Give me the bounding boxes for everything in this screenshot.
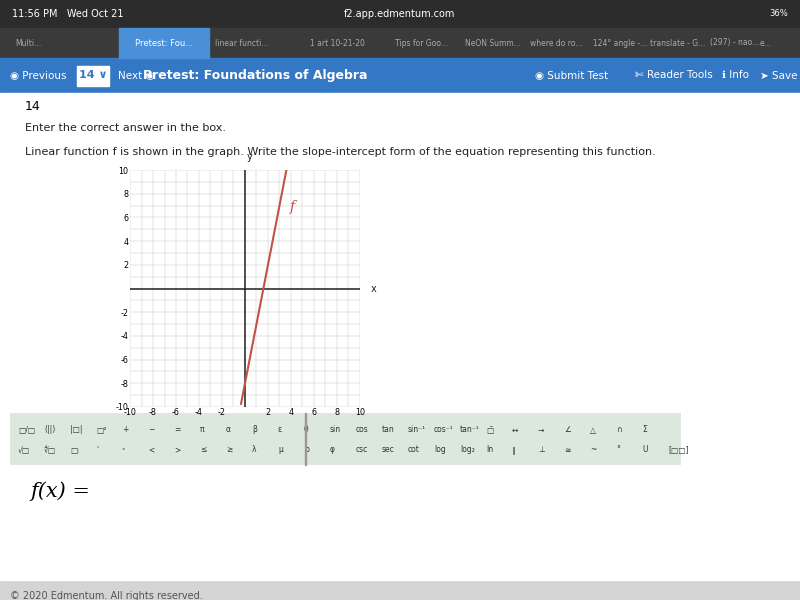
Text: °: ° — [616, 445, 620, 455]
Text: 11:56 PM   Wed Oct 21: 11:56 PM Wed Oct 21 — [12, 9, 123, 19]
Text: U: U — [642, 445, 647, 455]
Text: ◉ Submit Test: ◉ Submit Test — [535, 70, 608, 80]
Text: □̄: □̄ — [486, 425, 494, 434]
Text: sin: sin — [330, 425, 341, 434]
Text: cot: cot — [408, 445, 420, 455]
Bar — [0, 28, 800, 58]
Text: Enter the correct answer in the box.: Enter the correct answer in the box. — [25, 123, 226, 133]
Text: ≥: ≥ — [226, 445, 232, 455]
Text: ~: ~ — [590, 445, 596, 455]
Text: y: y — [246, 152, 253, 162]
Text: □²: □² — [96, 425, 106, 434]
Text: ε: ε — [278, 425, 282, 434]
Text: △: △ — [590, 425, 596, 434]
Text: ↔: ↔ — [512, 425, 518, 434]
Text: ln: ln — [486, 445, 493, 455]
Text: tan: tan — [382, 425, 394, 434]
Text: log₂: log₂ — [460, 445, 475, 455]
Text: e...: e... — [760, 38, 772, 47]
Text: □ᵢ: □ᵢ — [70, 445, 78, 455]
Bar — [0, 0, 800, 28]
Text: φ: φ — [330, 445, 335, 455]
Text: μ: μ — [278, 445, 283, 455]
Text: where do ro...: where do ro... — [530, 38, 582, 47]
Text: √□: √□ — [18, 445, 30, 455]
Text: ρ: ρ — [304, 445, 309, 455]
Text: csc: csc — [356, 445, 368, 455]
Bar — [10, 413, 680, 465]
Text: Pretest: Foundations of Algebra: Pretest: Foundations of Algebra — [142, 69, 367, 82]
Text: β: β — [252, 425, 257, 434]
Text: >: > — [174, 445, 180, 455]
Text: [□□]: [□□] — [668, 445, 689, 455]
Text: Σ: Σ — [642, 425, 647, 434]
Text: ℹ Info: ℹ Info — [722, 70, 749, 80]
Bar — [0, 93, 800, 580]
Text: 1 art 10-21-20: 1 art 10-21-20 — [310, 38, 365, 47]
Bar — [77, 65, 109, 85]
Text: linear functi...: linear functi... — [215, 38, 269, 47]
Bar — [10, 98, 790, 575]
Text: ≅: ≅ — [564, 445, 570, 455]
Text: tan⁻¹: tan⁻¹ — [460, 425, 480, 434]
Text: ˣ: ˣ — [122, 445, 126, 455]
Bar — [305, 413, 306, 465]
Text: log: log — [434, 445, 446, 455]
Text: Pretest: Fou...: Pretest: Fou... — [135, 38, 193, 47]
Text: 14: 14 — [25, 100, 41, 113]
Text: cos: cos — [356, 425, 369, 434]
Text: ∩: ∩ — [616, 425, 622, 434]
Text: x: x — [370, 283, 376, 293]
Text: +: + — [122, 425, 128, 434]
Text: ⊥: ⊥ — [538, 445, 545, 455]
Text: f(x) =: f(x) = — [30, 481, 90, 501]
Text: cos⁻¹: cos⁻¹ — [434, 425, 454, 434]
Text: ∜□: ∜□ — [44, 445, 56, 455]
Text: (297) - nao...: (297) - nao... — [710, 38, 759, 47]
Bar — [0, 58, 800, 93]
Text: ≤: ≤ — [200, 445, 206, 455]
Text: ∥: ∥ — [512, 445, 516, 455]
Text: λ: λ — [252, 445, 257, 455]
Text: sec: sec — [382, 445, 394, 455]
Text: NeON Summ...: NeON Summ... — [465, 38, 521, 47]
Text: © 2020 Edmentum. All rights reserved.: © 2020 Edmentum. All rights reserved. — [10, 591, 202, 600]
Text: π: π — [200, 425, 205, 434]
Text: →: → — [538, 425, 544, 434]
Bar — [119, 28, 209, 58]
Text: Next ◉: Next ◉ — [118, 70, 154, 80]
Text: □/□: □/□ — [18, 425, 35, 434]
Bar — [10, 465, 680, 555]
Text: <: < — [148, 445, 154, 455]
Text: translate - G...: translate - G... — [650, 38, 706, 47]
Text: ∠: ∠ — [564, 425, 571, 434]
Text: ◉ Previous: ◉ Previous — [10, 70, 66, 80]
Text: 14 ∨: 14 ∨ — [78, 70, 107, 80]
Text: |□|: |□| — [70, 425, 82, 434]
Text: f: f — [290, 200, 295, 214]
Text: ➤ Save & Exit: ➤ Save & Exit — [760, 70, 800, 80]
Text: sin⁻¹: sin⁻¹ — [408, 425, 426, 434]
Text: 124° angle -...: 124° angle -... — [593, 38, 647, 47]
Text: Tips for Goo...: Tips for Goo... — [395, 38, 448, 47]
Text: 36%: 36% — [770, 10, 788, 19]
Text: =: = — [174, 425, 180, 434]
Text: Multi...: Multi... — [15, 38, 42, 47]
Text: f2.app.edmentum.com: f2.app.edmentum.com — [344, 9, 456, 19]
Text: α: α — [226, 425, 231, 434]
Text: ': ' — [96, 445, 98, 455]
Text: Linear function f is shown in the graph. Write the slope-intercept form of the e: Linear function f is shown in the graph.… — [25, 147, 656, 157]
Text: −: − — [148, 425, 154, 434]
Text: θ: θ — [304, 425, 309, 434]
Text: (||): (||) — [44, 425, 55, 434]
Text: ✄ Reader Tools: ✄ Reader Tools — [635, 70, 713, 80]
